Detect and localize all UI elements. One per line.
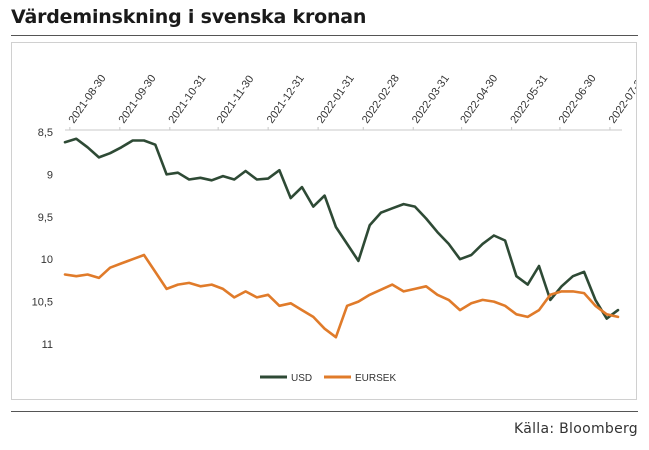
x-axis-ticks: 2021-08-30 2021-09-30 2021-10-31 2021-11-30… [66, 73, 649, 130]
x-tick-label: 2022-05-31 [508, 73, 550, 126]
y-tick-label: 8,5 [38, 127, 53, 139]
x-tick-label: 2022-03-31 [410, 73, 452, 126]
legend: USD EURSEK [260, 373, 396, 384]
x-tick-label: 2021-08-30 [66, 73, 108, 126]
y-tick-label: 11 [42, 339, 53, 351]
series-lines [63, 137, 620, 339]
title-divider [11, 35, 638, 36]
x-tick-label: 2022-02-28 [360, 73, 402, 126]
x-tick-label: 2022-06-30 [557, 73, 599, 126]
source-note: Källa: Bloomberg [514, 421, 638, 437]
x-tick-label: 2021-10-31 [166, 73, 208, 126]
x-tick-label: 2022-01-31 [315, 73, 357, 126]
y-tick-label: 9 [47, 169, 53, 181]
y-tick-label: 10 [41, 254, 53, 266]
x-tick-label: 2021-11-30 [215, 73, 257, 125]
x-tick-label: 2022-04-30 [458, 73, 500, 126]
chart-area: 2021-08-30 2021-09-30 2021-10-31 2021-11-30… [11, 42, 649, 400]
y-tick-label: 10,5 [32, 297, 53, 309]
y-axis-ticks: 8,5 9 9,5 10 10,5 11 [32, 127, 53, 351]
line-chart: 2021-08-30 2021-09-30 2021-10-31 2021-11-30… [32, 73, 649, 384]
x-tick-label: 2022-07-31 [607, 73, 636, 126]
legend-label-eursek: EURSEK [355, 373, 396, 384]
x-tick-label: 2021-09-30 [116, 73, 158, 126]
footer-divider [11, 411, 638, 412]
series-line-usd [63, 137, 620, 320]
y-tick-label: 9,5 [38, 212, 53, 224]
series-line-eursek [63, 253, 620, 339]
x-tick-label: 2021-12-31 [265, 73, 307, 126]
legend-label-usd: USD [291, 373, 312, 384]
chart-title: Värdeminskning i svenska kronan [11, 6, 367, 28]
